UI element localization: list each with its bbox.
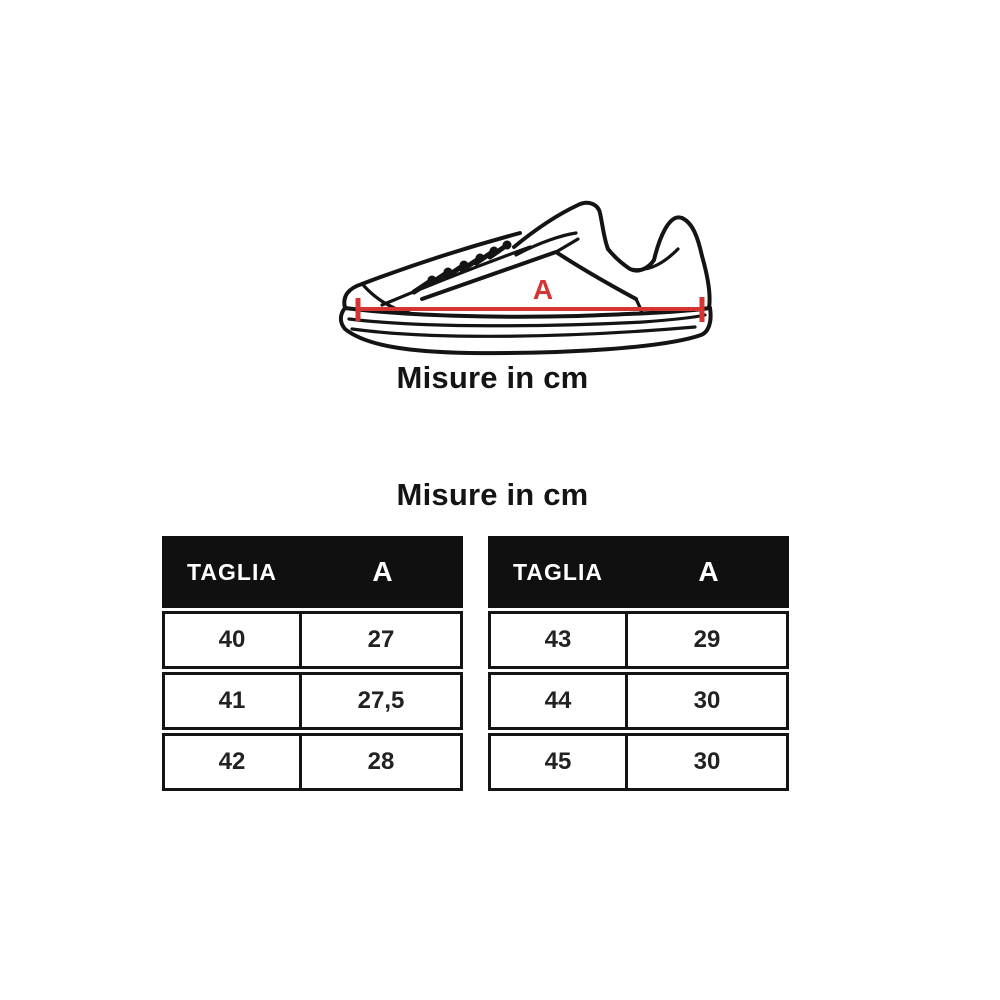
table-header-row: TAGLIA A <box>162 536 463 608</box>
shoe-caption: Misure in cm <box>396 360 589 395</box>
table-row: 43 29 <box>488 611 789 669</box>
size-value: 43 <box>491 614 628 666</box>
col-header-a: A <box>698 556 719 587</box>
table-row: 44 30 <box>488 672 789 730</box>
sneaker-side-outline-icon <box>338 200 713 356</box>
sneaker-measure-diagram: A <box>338 191 728 366</box>
size-value: 41 <box>165 675 302 727</box>
length-value: 30 <box>693 687 721 714</box>
length-value: 29 <box>693 626 721 653</box>
table-row: 42 28 <box>162 733 463 791</box>
sneaker-drawing-svg: A <box>338 200 713 356</box>
length-value: 27,5 <box>357 687 405 714</box>
length-value: 27 <box>367 626 395 653</box>
col-header-taglia: TAGLIA <box>513 558 603 585</box>
size-tables: TAGLIA A 40 27 41 27,5 42 28 TAGLIA A 4 <box>162 536 789 791</box>
table-row: 41 27,5 <box>162 672 463 730</box>
measure-label: A <box>533 274 553 305</box>
col-header-a: A <box>372 556 393 587</box>
size-value: 42 <box>165 736 302 788</box>
measure-annotation: A <box>355 274 705 322</box>
table-caption: Misure in cm <box>396 477 589 512</box>
size-table-43-45: TAGLIA A 43 29 44 30 45 30 <box>488 536 789 791</box>
table-row: 45 30 <box>488 733 789 791</box>
length-value: 28 <box>367 748 395 775</box>
col-header-taglia: TAGLIA <box>187 558 277 585</box>
table-row: 40 27 <box>162 611 463 669</box>
size-value: 40 <box>165 614 302 666</box>
length-value: 30 <box>693 748 721 775</box>
table-header-row: TAGLIA A <box>488 536 789 608</box>
size-table-40-42: TAGLIA A 40 27 41 27,5 42 28 <box>162 536 463 791</box>
size-value: 44 <box>491 675 628 727</box>
size-value: 45 <box>491 736 628 788</box>
